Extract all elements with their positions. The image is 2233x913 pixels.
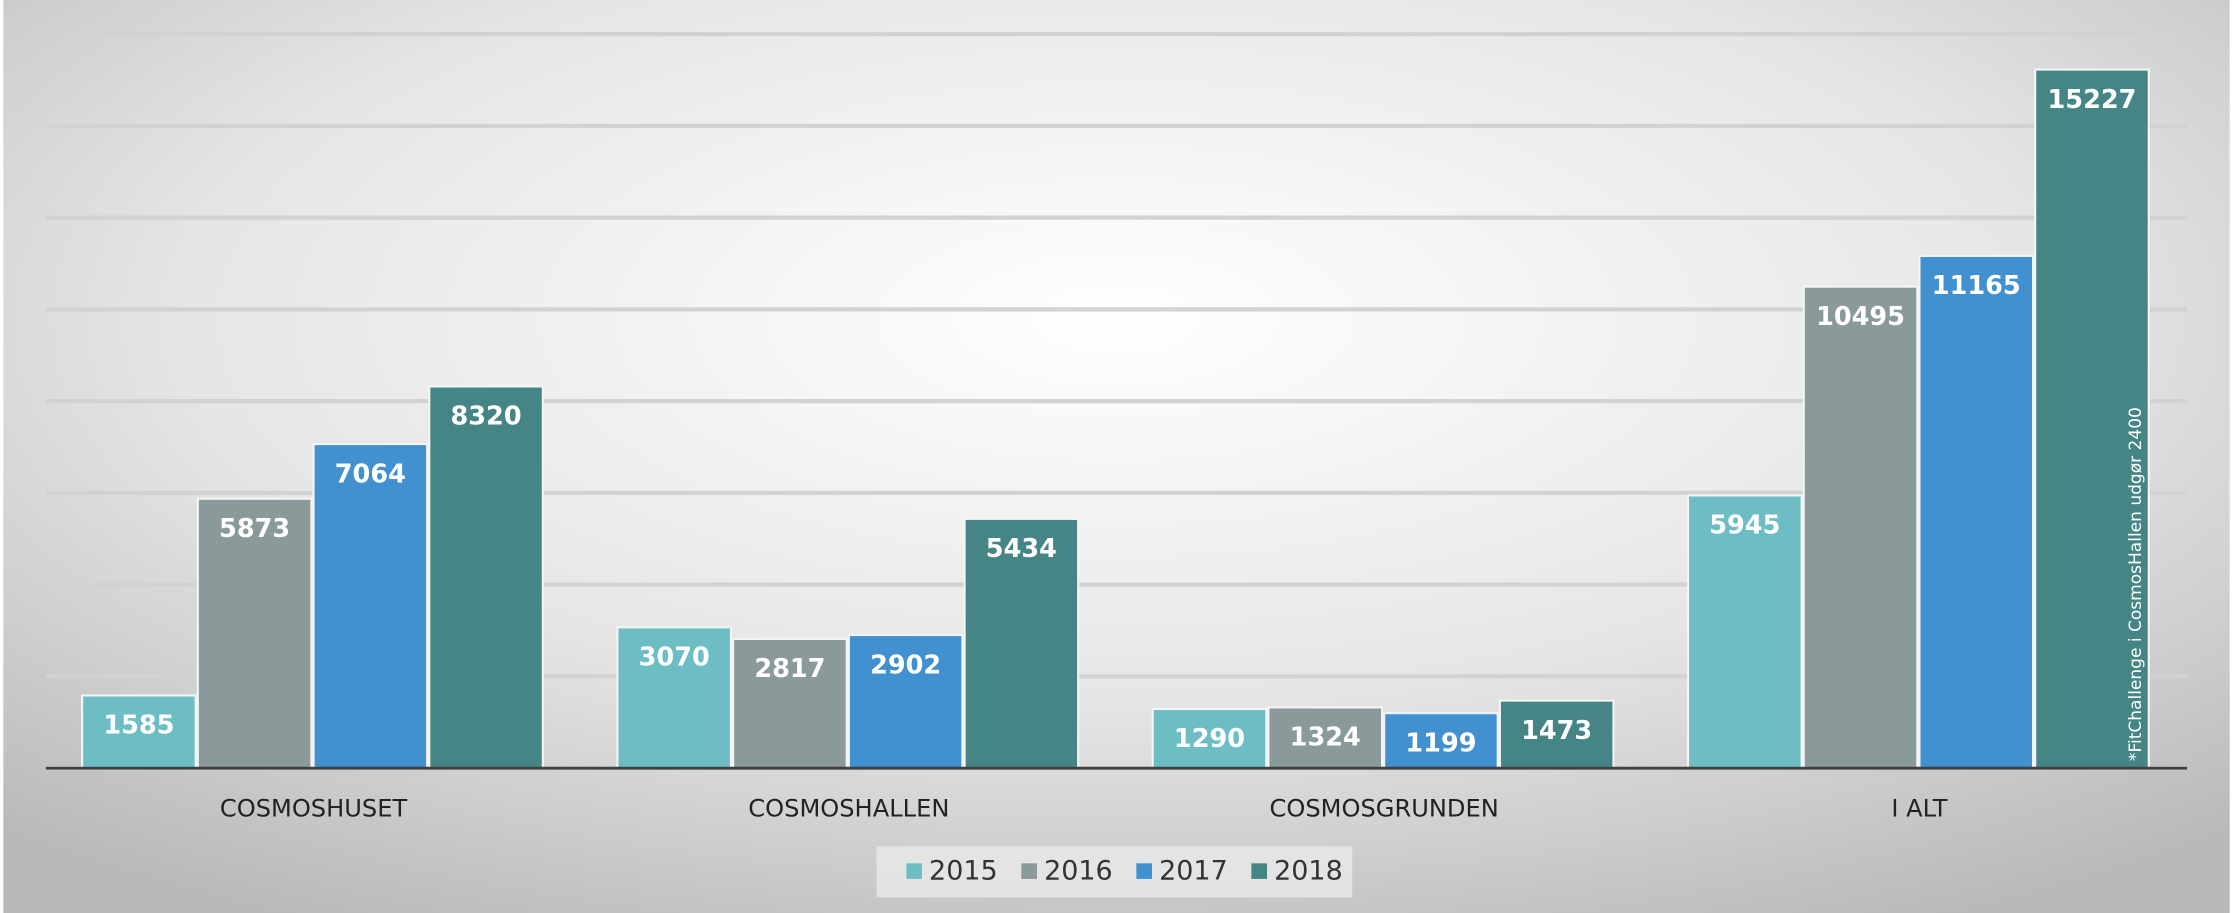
data-label: 8320	[451, 402, 522, 432]
data-label: 1199	[1405, 728, 1476, 758]
bar	[1918, 254, 2035, 770]
x-tick-label: COSMOSHALLEN	[748, 794, 949, 822]
legend-swatch	[906, 863, 922, 879]
bar	[428, 385, 544, 770]
data-label: 10495	[1816, 302, 1905, 332]
x-tick-label: I ALT	[1891, 794, 1947, 822]
bar	[732, 637, 848, 770]
bar	[81, 694, 197, 770]
x-tick-label: COSMOSHUSET	[220, 794, 408, 822]
bar	[1802, 285, 1919, 770]
bar	[2034, 68, 2150, 770]
bar	[1383, 712, 1499, 770]
data-label: 1324	[1290, 723, 1361, 753]
x-tick-label: COSMOSGRUNDEN	[1270, 794, 1499, 822]
legend-label: 2015	[929, 855, 998, 886]
data-label: 15227	[2048, 85, 2137, 115]
data-label: 5434	[986, 534, 1057, 564]
data-label: 7064	[335, 459, 406, 489]
data-label: 3070	[639, 643, 710, 673]
legend-swatch	[1136, 863, 1152, 879]
data-label: 2902	[870, 650, 941, 680]
legend-label: 2018	[1274, 855, 1343, 886]
legend-box	[876, 846, 1353, 898]
data-label: 5945	[1709, 511, 1780, 541]
data-label: 1290	[1174, 724, 1245, 754]
data-label: 1585	[103, 711, 174, 741]
data-label: 2817	[754, 654, 825, 684]
data-label: 1473	[1521, 716, 1592, 746]
legend-swatch	[1021, 863, 1037, 879]
bar	[1267, 706, 1384, 770]
legend-label: 2017	[1159, 855, 1228, 886]
bar	[312, 443, 429, 770]
data-label: 5873	[219, 514, 290, 544]
legend-swatch	[1251, 863, 1268, 879]
bar	[616, 626, 733, 770]
data-label: 11165	[1932, 271, 2021, 301]
bar	[196, 497, 313, 770]
legend-label: 2016	[1044, 855, 1113, 886]
bar	[1686, 494, 1803, 770]
bar	[1498, 699, 1615, 770]
annotation: *FitChallenge i CosmosHallen udgør 2400	[2126, 407, 2146, 761]
